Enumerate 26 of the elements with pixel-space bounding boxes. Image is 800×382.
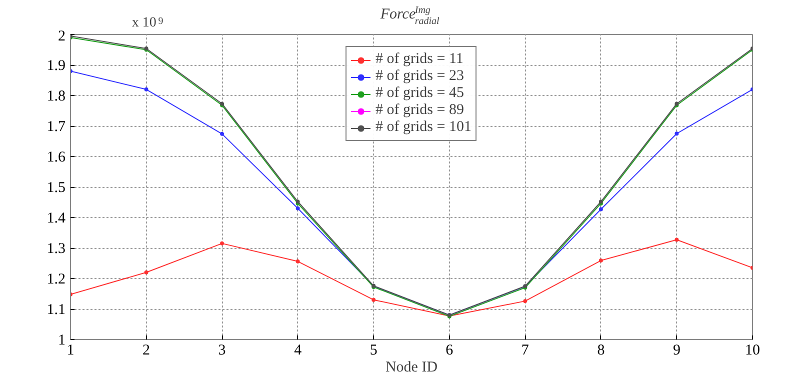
x-tick-label: 2 — [142, 342, 150, 358]
y-tick-label: 1.9 — [46, 58, 66, 74]
legend-label: # of grids = 89 — [376, 102, 464, 119]
x-tick-label: 7 — [521, 342, 530, 358]
x-tick-label: 6 — [446, 342, 454, 358]
y-tick-label: 1.1 — [46, 302, 66, 318]
x-axis-title: Node ID — [385, 360, 438, 376]
x-tick-label: 9 — [672, 342, 680, 358]
y-tick-label: 1.2 — [46, 272, 66, 288]
x-tick-label: 10 — [745, 342, 760, 358]
y-tick-label: 2 — [58, 28, 66, 44]
legend-label: # of grids = 101 — [376, 119, 472, 136]
legend-label: # of grids = 23 — [376, 68, 464, 85]
y-tick-label: 1.8 — [46, 88, 66, 104]
x-tick-label: 4 — [294, 342, 302, 358]
x-tick-label: 3 — [218, 342, 226, 358]
y-tick-label: 1.4 — [46, 210, 66, 226]
y-tick-label: 1.3 — [46, 241, 66, 257]
y-tick-label: 1.5 — [46, 180, 66, 196]
legend-label: # of grids = 11 — [376, 51, 464, 68]
legend-label: # of grids = 45 — [376, 85, 464, 102]
x-tick-label: 5 — [370, 342, 378, 358]
y-tick-label: 1.7 — [46, 119, 66, 135]
x-tick-label: 8 — [597, 342, 605, 358]
y-tick-label: 1 — [58, 332, 66, 348]
y-tick-label: 1.6 — [46, 150, 66, 166]
